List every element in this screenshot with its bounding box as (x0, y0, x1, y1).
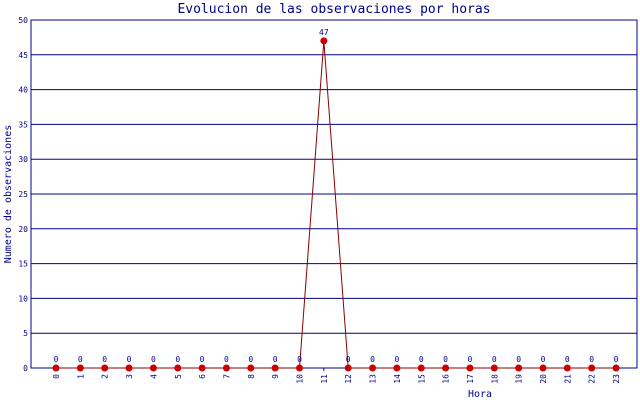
data-point (344, 364, 352, 372)
data-point (563, 364, 571, 372)
x-tick-label: 3 (125, 374, 134, 379)
data-point (101, 364, 109, 372)
x-tick-label: 17 (466, 374, 475, 384)
data-point (76, 364, 84, 372)
x-tick-label: 21 (563, 374, 572, 384)
data-point (515, 364, 523, 372)
data-point (198, 364, 206, 372)
y-tick-label: 20 (18, 225, 28, 234)
x-tick-label: 8 (247, 374, 256, 379)
data-point (271, 364, 279, 372)
y-tick-label: 10 (18, 294, 28, 303)
data-label: 0 (78, 355, 83, 364)
x-tick-label: 15 (417, 374, 426, 384)
data-label: 0 (297, 355, 302, 364)
data-point (466, 364, 474, 372)
y-tick-label: 45 (18, 51, 28, 60)
x-tick-label: 22 (588, 374, 597, 384)
data-label: 0 (102, 355, 107, 364)
y-tick-label: 5 (23, 329, 28, 338)
y-tick-label: 40 (18, 86, 28, 95)
data-point (539, 364, 547, 372)
series-line (56, 40, 617, 369)
data-label: 0 (54, 355, 59, 364)
data-point (174, 364, 182, 372)
x-tick-label: 18 (490, 374, 499, 384)
x-tick-label: 6 (198, 374, 207, 379)
plot-frame (30, 19, 638, 369)
data-point (417, 364, 425, 372)
x-tick-label: 13 (369, 374, 378, 384)
x-tick-label: 9 (271, 374, 280, 379)
x-tick-label: 1 (76, 374, 85, 379)
x-tick-label: 20 (539, 374, 548, 384)
data-label: 0 (200, 355, 205, 364)
x-tick-label: 11 (320, 374, 329, 384)
data-label: 0 (443, 355, 448, 364)
x-tick-label: 16 (442, 374, 451, 384)
x-tick-label: 10 (296, 374, 305, 384)
x-tick-label: 19 (515, 374, 524, 384)
data-label: 0 (492, 355, 497, 364)
y-tick-label: 15 (18, 260, 28, 269)
x-tick-label: 5 (174, 374, 183, 379)
data-label: 0 (370, 355, 375, 364)
y-axis-label: Numero de observaciones (3, 125, 14, 263)
y-tick-label: 25 (18, 190, 28, 199)
data-label: 0 (516, 355, 521, 364)
data-label: 0 (419, 355, 424, 364)
data-label: 0 (224, 355, 229, 364)
data-label: 0 (346, 355, 351, 364)
grid (31, 19, 637, 369)
x-tick-label: 7 (222, 374, 231, 379)
data-label: 0 (565, 355, 570, 364)
data-point (320, 37, 328, 45)
data-point (296, 364, 303, 372)
data-point (612, 364, 620, 372)
x-axis-label: Hora (468, 389, 492, 400)
data-point (442, 364, 450, 372)
data-label: 0 (127, 355, 132, 364)
data-label: 0 (541, 355, 546, 364)
data-point (393, 364, 401, 372)
chart-title: Evolucion de las observaciones por horas (177, 2, 490, 17)
y-tick-label: 35 (18, 120, 28, 129)
data-point (588, 364, 596, 372)
x-tick-label: 4 (149, 374, 158, 379)
data-label: 0 (394, 355, 399, 364)
data-point (52, 364, 60, 372)
data-point (125, 364, 133, 372)
data-label: 47 (319, 28, 329, 37)
y-ticks: 0 5 10 15 20 25 30 35 40 45 50 (18, 16, 28, 373)
x-ticks: 0 1 2 3 4 5 6 7 8 9 10 11 12 13 14 15 16 17 18 19 20 21 22 23 (52, 368, 621, 384)
data-point (149, 364, 157, 372)
data-point (222, 364, 230, 372)
data-point (369, 364, 377, 372)
data-label: 0 (273, 355, 278, 364)
data-point (247, 364, 255, 372)
x-tick-label: 0 (52, 374, 61, 379)
data-label: 0 (589, 355, 594, 364)
data-point (490, 364, 498, 372)
data-label: 0 (175, 355, 180, 364)
data-label: 0 (151, 355, 156, 364)
x-tick-label: 14 (393, 374, 402, 384)
series (52, 37, 620, 372)
data-label: 0 (614, 355, 619, 364)
data-label: 0 (468, 355, 473, 364)
y-tick-label: 0 (23, 364, 28, 373)
y-tick-label: 50 (18, 16, 28, 25)
data-labels: 0 0 0 0 0 0 0 0 0 0 0 47 0 0 0 0 0 0 0 0 0 0 0 0 (54, 28, 619, 364)
y-tick-label: 30 (18, 155, 28, 164)
x-tick-label: 2 (101, 374, 110, 379)
x-tick-label: 12 (344, 374, 353, 384)
data-label: 0 (248, 355, 253, 364)
x-tick-label: 23 (612, 374, 621, 384)
